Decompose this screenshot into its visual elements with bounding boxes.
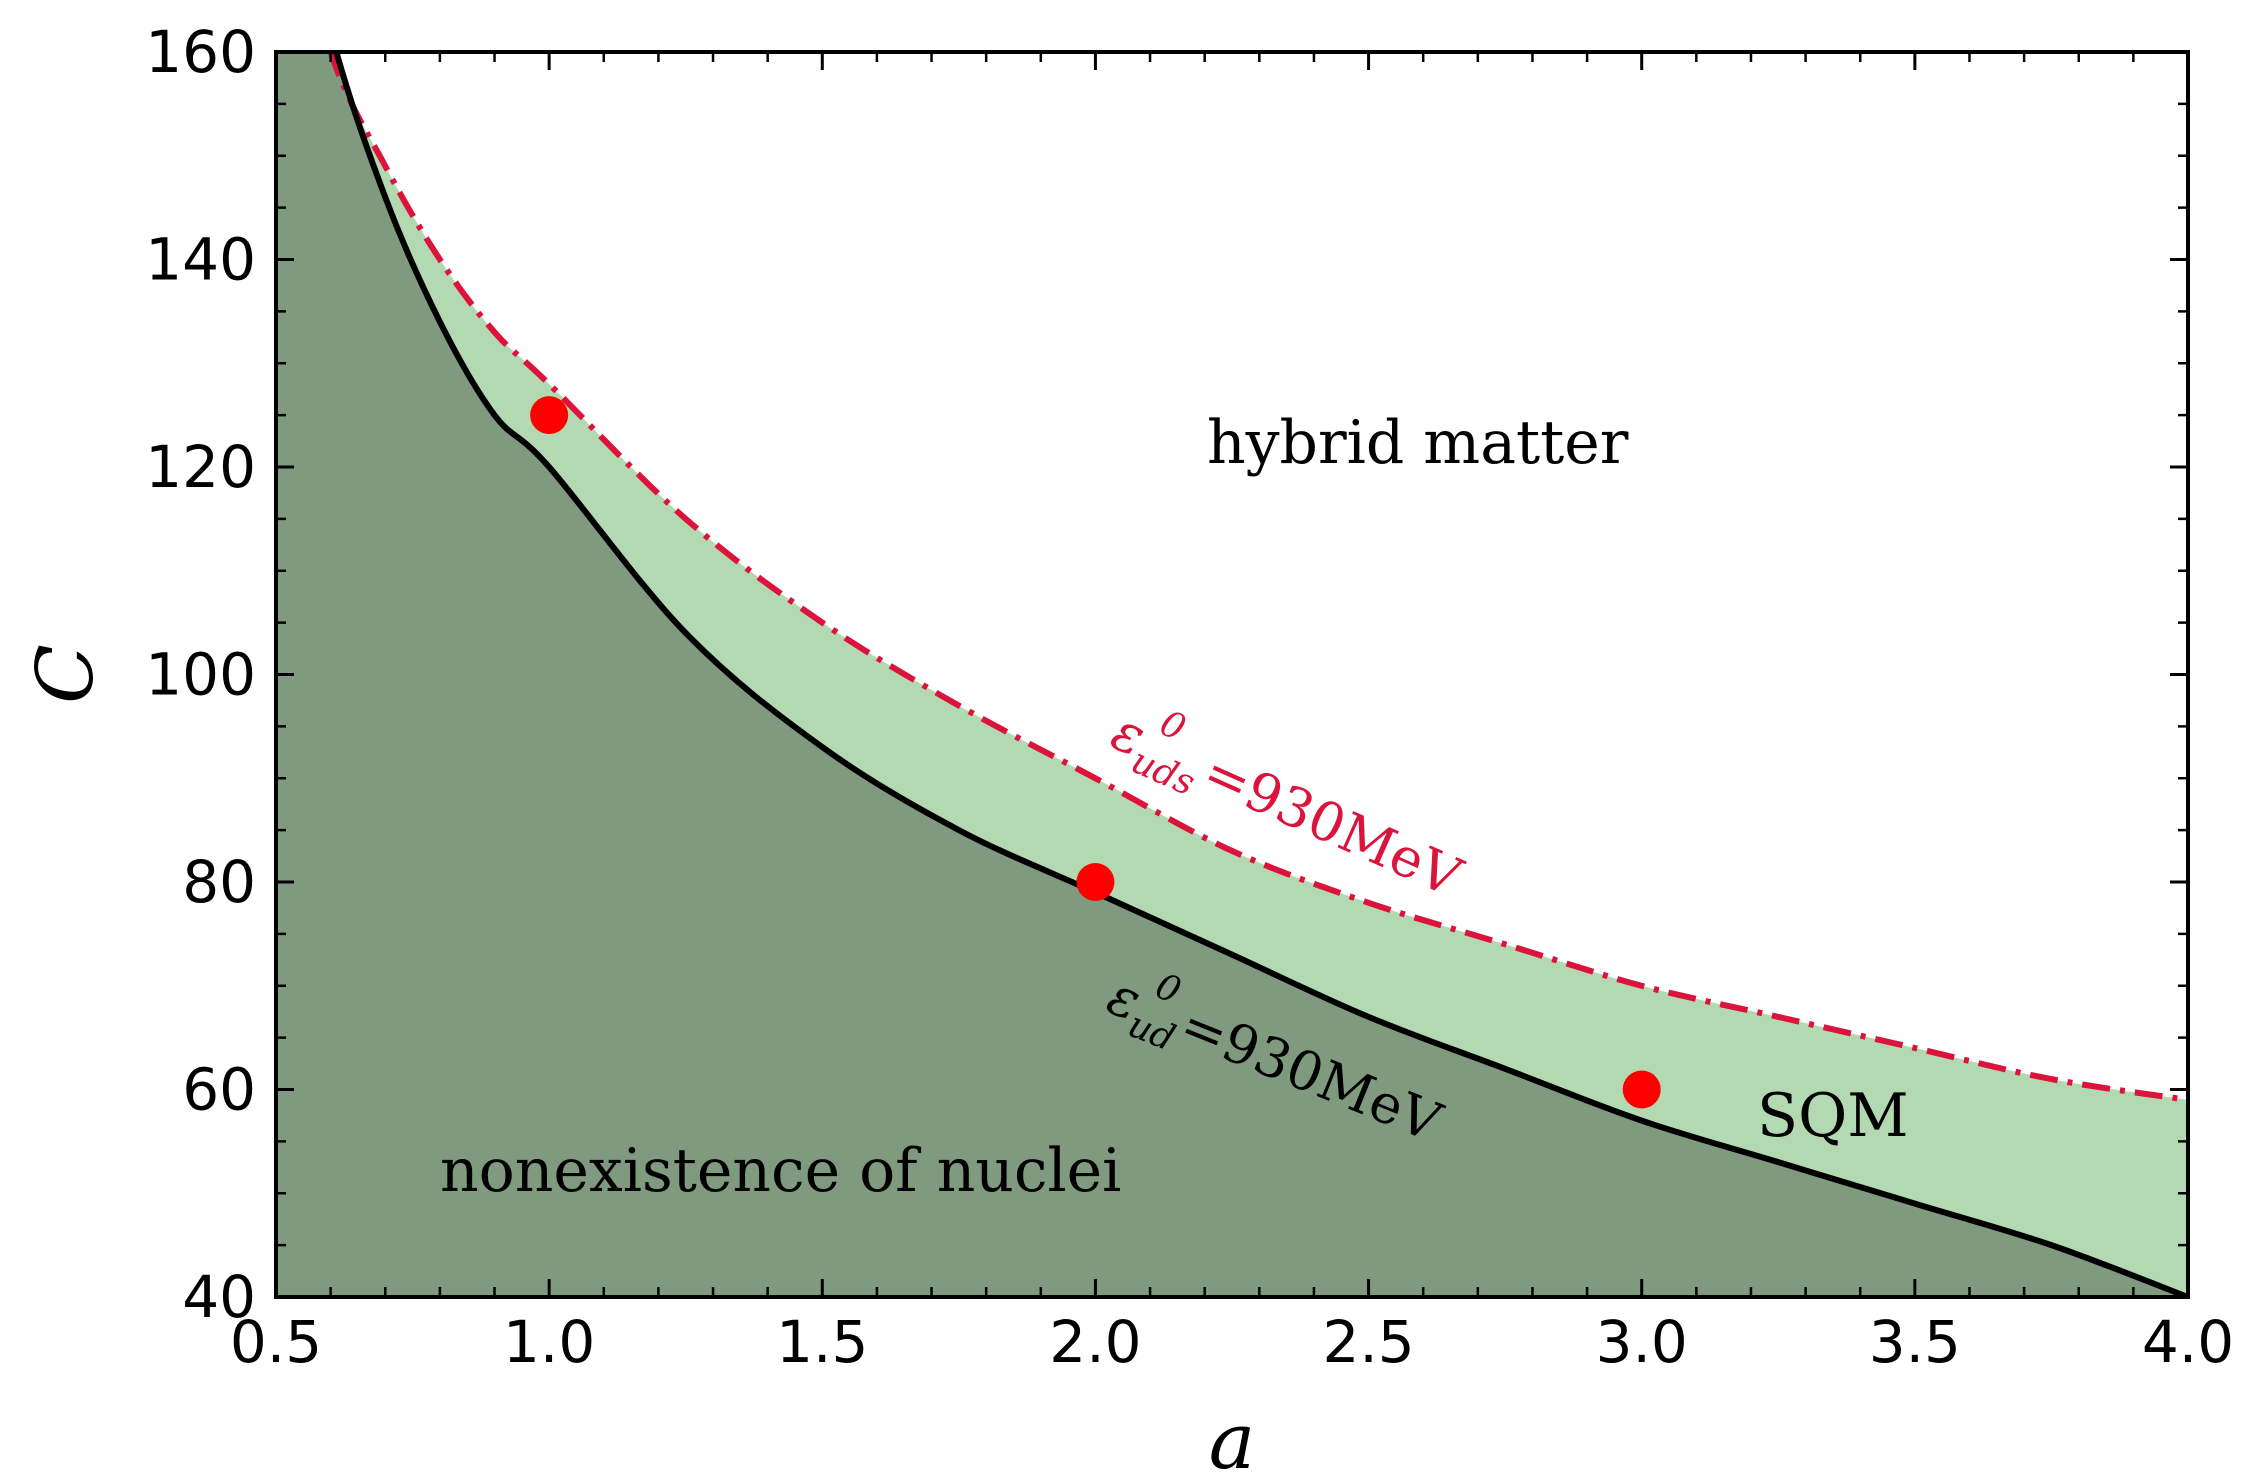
x-tick-label: 2.5 bbox=[1322, 1308, 1414, 1376]
y-tick-label: 100 bbox=[145, 641, 256, 709]
y-tick-label: 40 bbox=[182, 1263, 256, 1331]
x-tick-label: 3.5 bbox=[1869, 1308, 1961, 1376]
y-tick-label: 120 bbox=[145, 433, 256, 501]
y-tick-label: 60 bbox=[182, 1056, 256, 1124]
data-point bbox=[530, 396, 569, 435]
data-point bbox=[1622, 1070, 1661, 1109]
region-label-hybrid: hybrid matter bbox=[1207, 408, 1629, 478]
x-tick-label: 0.5 bbox=[230, 1308, 322, 1376]
plot-frame bbox=[274, 50, 2190, 1299]
x-axis-label: a bbox=[1209, 1397, 1256, 1484]
y-axis-label: C bbox=[21, 644, 111, 704]
points-group bbox=[530, 396, 1661, 1109]
data-point bbox=[1076, 863, 1115, 901]
x-tick-label: 4.0 bbox=[2142, 1308, 2234, 1376]
region-nonexistence bbox=[276, 52, 2188, 1297]
curve-ud bbox=[333, 52, 2188, 1297]
x-tick-label: 1.5 bbox=[776, 1308, 868, 1376]
region-label-nonexistence: nonexistence of nuclei bbox=[440, 1136, 1121, 1206]
curve-uds bbox=[327, 52, 2188, 1103]
region-label-sqm: SQM bbox=[1757, 1081, 1909, 1151]
y-tick-label: 80 bbox=[182, 848, 256, 916]
x-tick-label: 3.0 bbox=[1596, 1308, 1688, 1376]
x-tick-label: 1.0 bbox=[503, 1308, 595, 1376]
y-tick-label: 140 bbox=[145, 226, 256, 294]
y-tick-label: 160 bbox=[145, 18, 256, 86]
ticks-group: 0.5 1.0 1.5 2.0 2.5 3.0 3.5 4.0 40 60 80 100 120 140 1… bbox=[145, 18, 2234, 1376]
x-tick-label: 2.0 bbox=[1049, 1308, 1141, 1376]
